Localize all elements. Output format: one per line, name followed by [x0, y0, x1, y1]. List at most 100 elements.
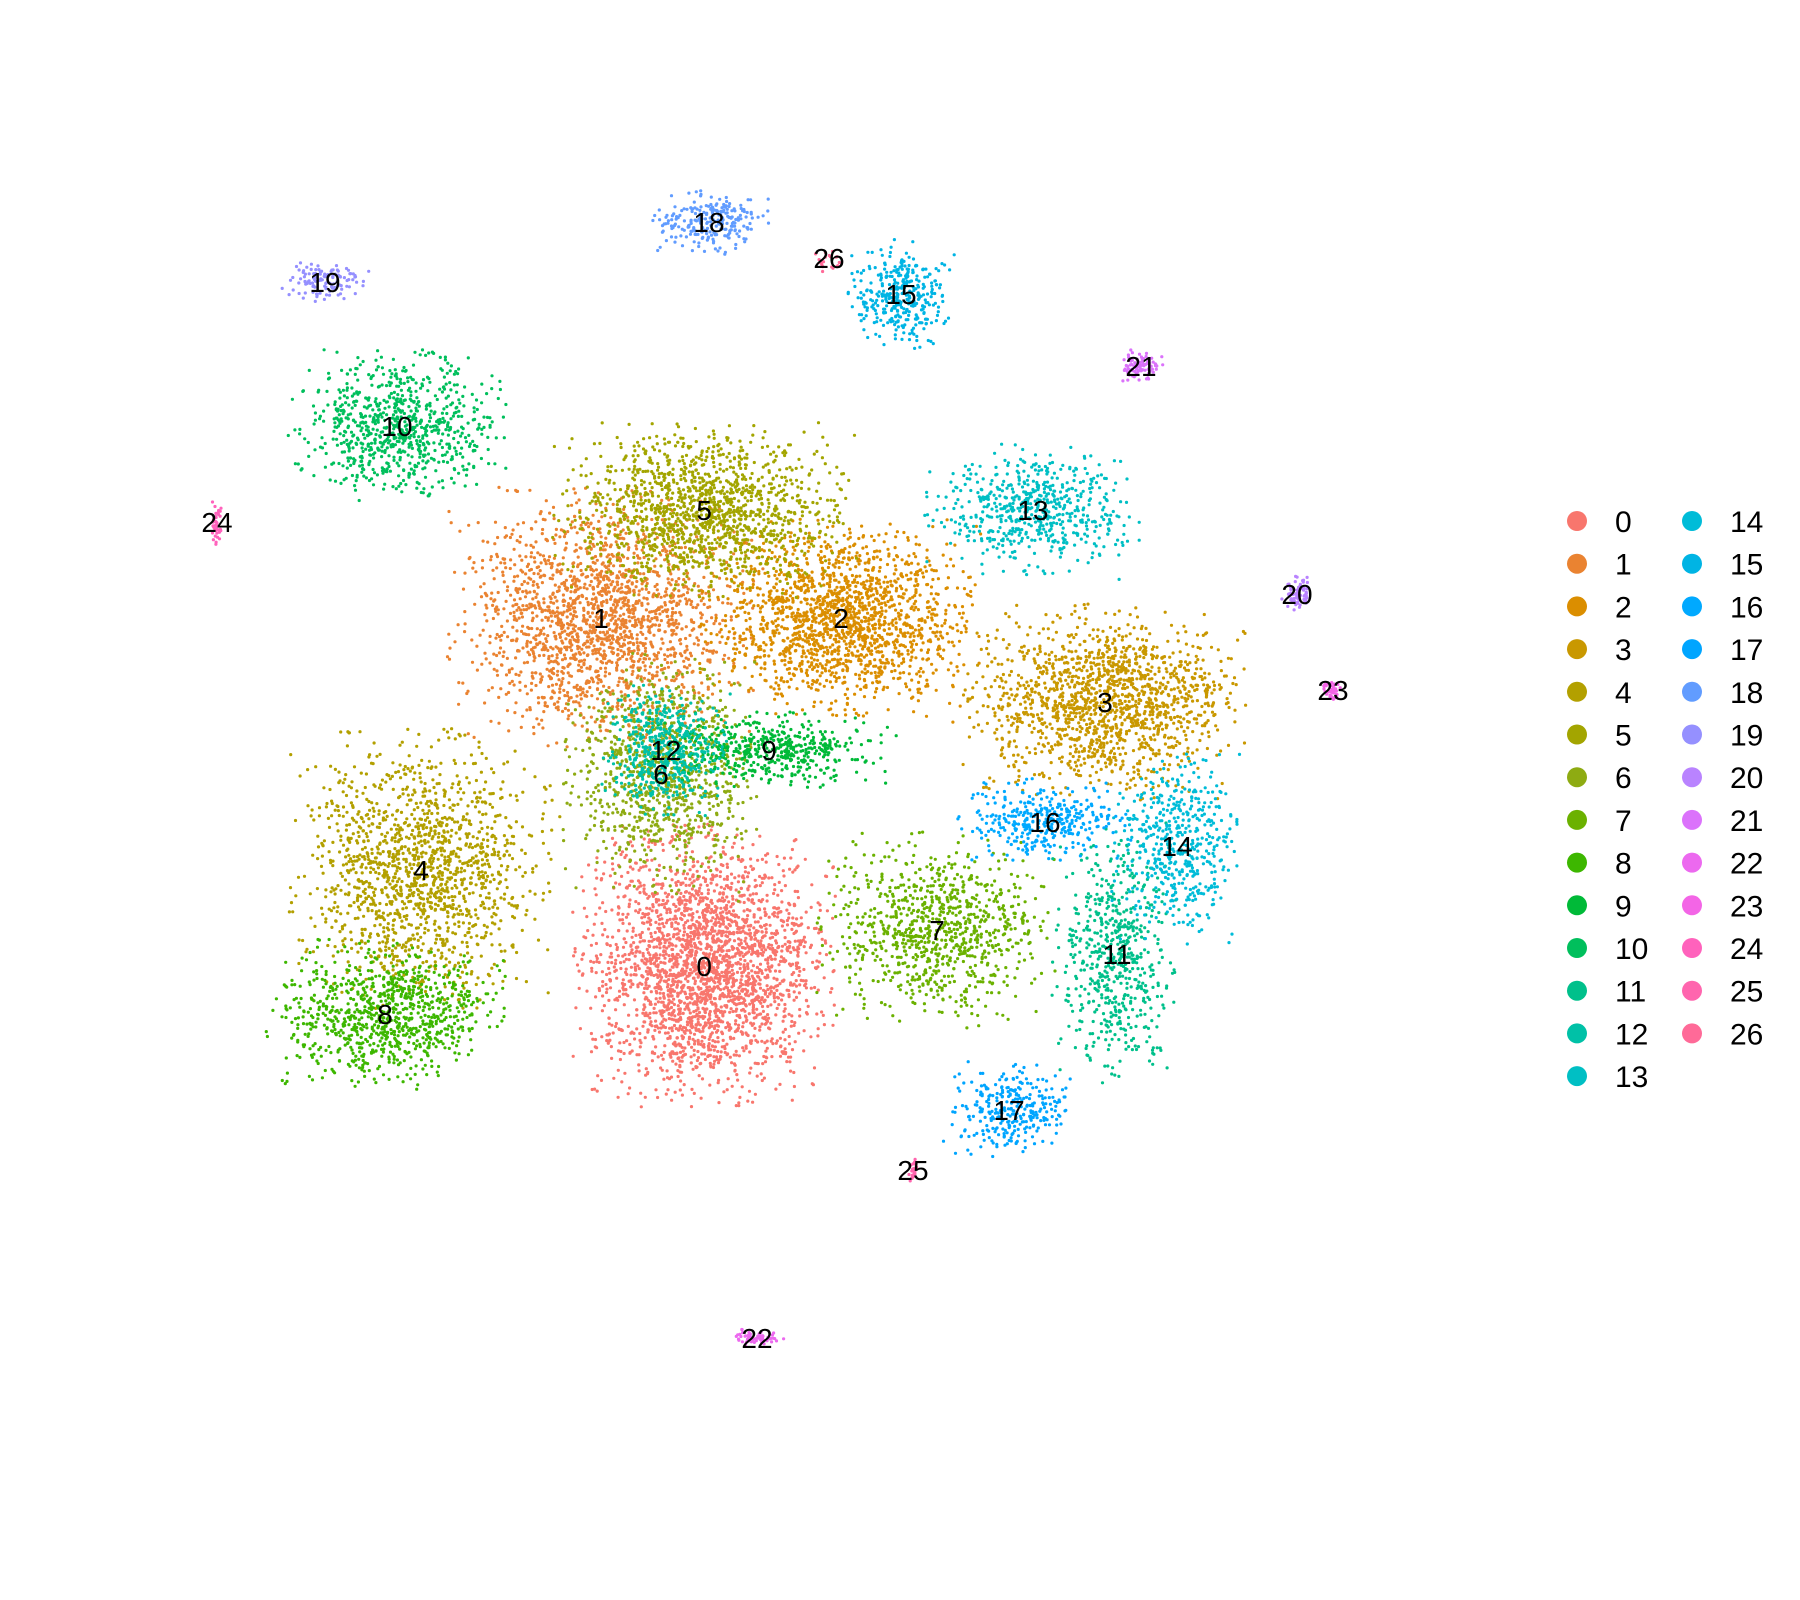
point-cluster-0: [683, 990, 687, 994]
point-cluster-0: [734, 961, 738, 965]
point-cluster-0: [709, 993, 713, 997]
point-cluster-1: [512, 683, 516, 687]
point-cluster-0: [787, 912, 791, 916]
point-cluster-1: [503, 535, 507, 539]
point-cluster-0: [643, 1036, 647, 1040]
point-cluster-0: [782, 1009, 786, 1013]
point-cluster-0: [774, 941, 779, 945]
point-cluster-1: [582, 613, 586, 618]
point-cluster-1: [543, 701, 547, 705]
point-cluster-0: [787, 995, 791, 999]
point-cluster-0: [687, 971, 691, 976]
point-cluster-1: [579, 697, 583, 701]
point-cluster-0: [744, 936, 748, 940]
point-cluster-0: [719, 885, 723, 889]
point-cluster-1: [529, 543, 533, 548]
point-cluster-2: [979, 532, 983, 536]
point-cluster-1: [500, 624, 504, 629]
point-cluster-0: [667, 954, 671, 958]
point-cluster-0: [652, 945, 656, 949]
point-cluster-1: [529, 688, 534, 692]
point-cluster-0: [801, 938, 805, 942]
point-cluster-1: [570, 631, 574, 635]
point-cluster-0: [622, 1003, 626, 1007]
point-cluster-0: [654, 952, 658, 956]
point-cluster-0: [753, 1026, 757, 1030]
point-cluster-1: [689, 618, 694, 622]
point-cluster-0: [749, 1066, 753, 1070]
point-cluster-1: [603, 674, 607, 678]
point-cluster-0: [721, 1038, 725, 1042]
point-cluster-0: [627, 1013, 631, 1017]
point-cluster-0: [822, 976, 826, 980]
point-cluster-0: [755, 965, 760, 970]
point-cluster-0: [762, 923, 767, 928]
point-cluster-0: [649, 918, 653, 922]
point-cluster-0: [671, 979, 675, 984]
point-cluster-1: [535, 614, 539, 618]
point-cluster-1: [536, 551, 540, 555]
point-cluster-0: [740, 1085, 744, 1089]
point-cluster-1: [576, 647, 580, 651]
point-cluster-1: [632, 701, 637, 705]
point-cluster-0: [733, 1063, 737, 1067]
point-cluster-0: [677, 971, 681, 975]
point-cluster-0: [590, 969, 594, 973]
point-cluster-0: [679, 891, 683, 896]
point-cluster-1: [606, 590, 611, 594]
point-cluster-0: [654, 1011, 658, 1015]
point-cluster-0: [667, 1017, 671, 1021]
point-cluster-1: [614, 628, 618, 633]
point-cluster-2: [788, 535, 792, 539]
point-cluster-0: [712, 922, 716, 926]
point-cluster-1: [601, 586, 605, 590]
point-cluster-0: [681, 1049, 685, 1053]
point-cluster-2: [871, 681, 875, 685]
point-cluster-0: [731, 909, 736, 913]
point-cluster-0: [796, 950, 800, 955]
point-cluster-0: [668, 917, 672, 921]
point-cluster-0: [656, 914, 660, 919]
point-cluster-0: [713, 976, 717, 980]
point-cluster-1: [556, 669, 560, 673]
point-cluster-1: [689, 654, 694, 658]
point-cluster-0: [650, 909, 654, 913]
point-cluster-1: [586, 603, 591, 607]
point-cluster-0: [663, 949, 667, 953]
point-cluster-2: [709, 640, 713, 645]
point-cluster-1: [605, 638, 609, 643]
point-cluster-1: [674, 632, 678, 636]
point-cluster-0: [707, 905, 711, 909]
point-cluster-0: [616, 954, 620, 958]
point-cluster-0: [765, 899, 769, 903]
point-cluster-0: [818, 903, 822, 907]
point-cluster-1: [481, 628, 485, 632]
point-cluster-0: [792, 990, 796, 994]
point-cluster-0: [679, 916, 683, 921]
point-cluster-0: [754, 979, 758, 983]
point-cluster-1: [642, 657, 646, 661]
point-cluster-1: [636, 617, 640, 621]
point-cluster-0: [708, 1017, 712, 1021]
point-cluster-1: [501, 573, 505, 578]
point-cluster-2: [903, 562, 908, 566]
point-cluster-1: [620, 582, 624, 586]
point-cluster-0: [760, 1039, 764, 1043]
point-cluster-1: [453, 640, 457, 644]
point-cluster-0: [718, 997, 722, 1001]
point-cluster-1: [517, 673, 521, 677]
point-cluster-1: [568, 638, 572, 643]
point-cluster-1: [508, 681, 512, 686]
point-cluster-0: [731, 1000, 735, 1004]
point-cluster-0: [661, 882, 665, 886]
point-cluster-2: [859, 687, 863, 692]
point-cluster-2: [936, 577, 941, 581]
point-cluster-1: [687, 598, 691, 602]
point-cluster-1: [644, 608, 649, 612]
point-cluster-1: [478, 633, 482, 637]
point-cluster-1: [522, 661, 527, 665]
point-cluster-0: [617, 929, 621, 933]
point-cluster-0: [811, 960, 815, 965]
point-cluster-1: [616, 704, 620, 708]
point-cluster-0: [792, 998, 796, 1002]
